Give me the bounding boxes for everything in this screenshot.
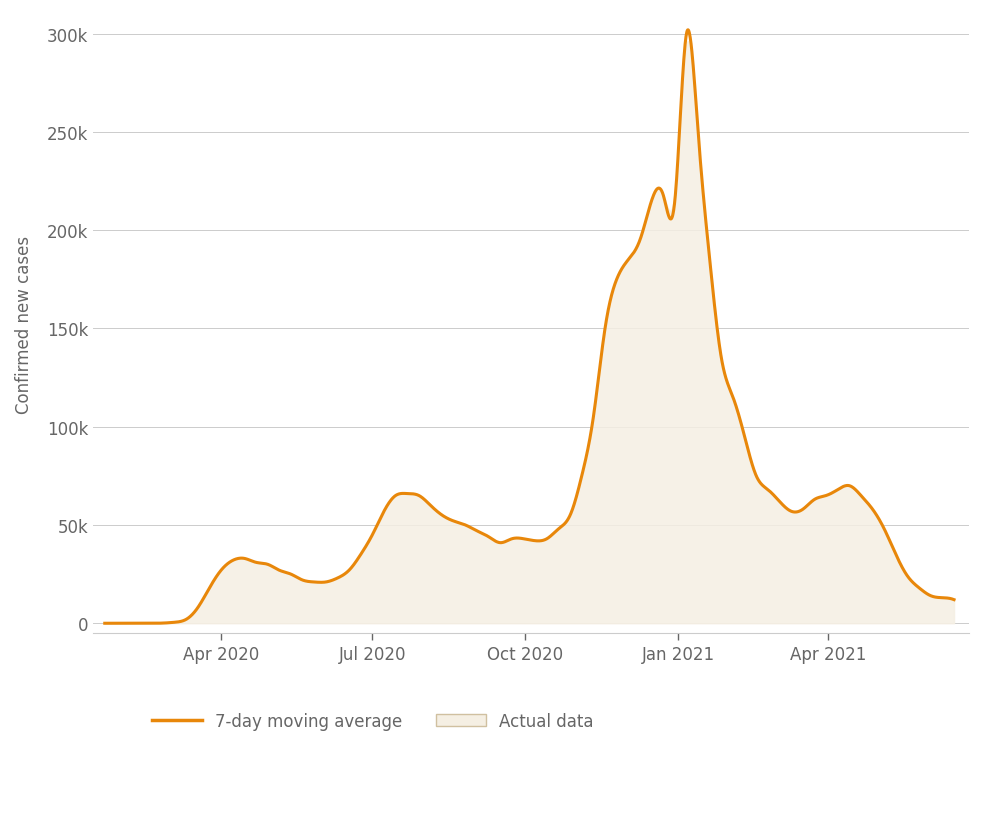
Legend: 7-day moving average, Actual data: 7-day moving average, Actual data [146,705,600,736]
Y-axis label: Confirmed new cases: Confirmed new cases [15,235,33,413]
